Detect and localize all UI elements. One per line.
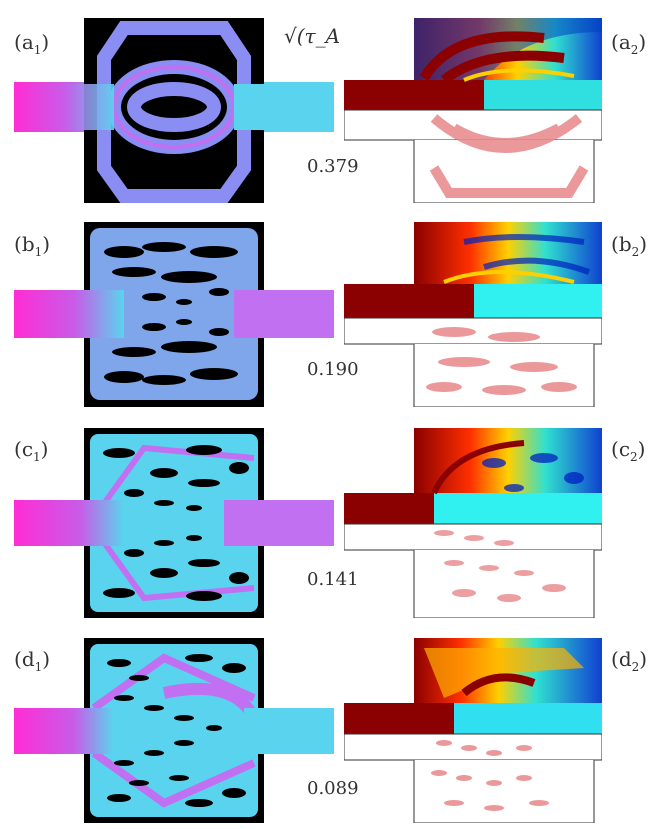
temperature-panel-d2	[344, 638, 602, 823]
panel-label-c2: (c2)	[611, 437, 646, 464]
ratio-value-a: 0.379	[307, 156, 359, 177]
topology-panel-a1	[14, 18, 334, 203]
panel-label-b1: (b1)	[14, 232, 51, 259]
panel-label-b2: (b2)	[611, 232, 648, 259]
temperature-panel-c2	[344, 428, 602, 618]
topology-panel-c1	[14, 428, 334, 618]
topology-panel-b1	[14, 222, 334, 407]
temperature-panel-a2	[344, 18, 602, 203]
panel-label-d2: (d2)	[611, 647, 648, 674]
panel-label-a1: (a1)	[14, 30, 50, 57]
panel-label-a2: (a2)	[611, 30, 647, 57]
topology-panel-d1	[14, 638, 334, 823]
ratio-value-d: 0.089	[307, 778, 359, 799]
panel-label-c1: (c1)	[14, 437, 49, 464]
panel-label-d1: (d1)	[14, 647, 51, 674]
ratio-value-b: 0.190	[307, 359, 359, 380]
temperature-panel-b2	[344, 222, 602, 407]
ratio-value-c: 0.141	[307, 569, 359, 590]
